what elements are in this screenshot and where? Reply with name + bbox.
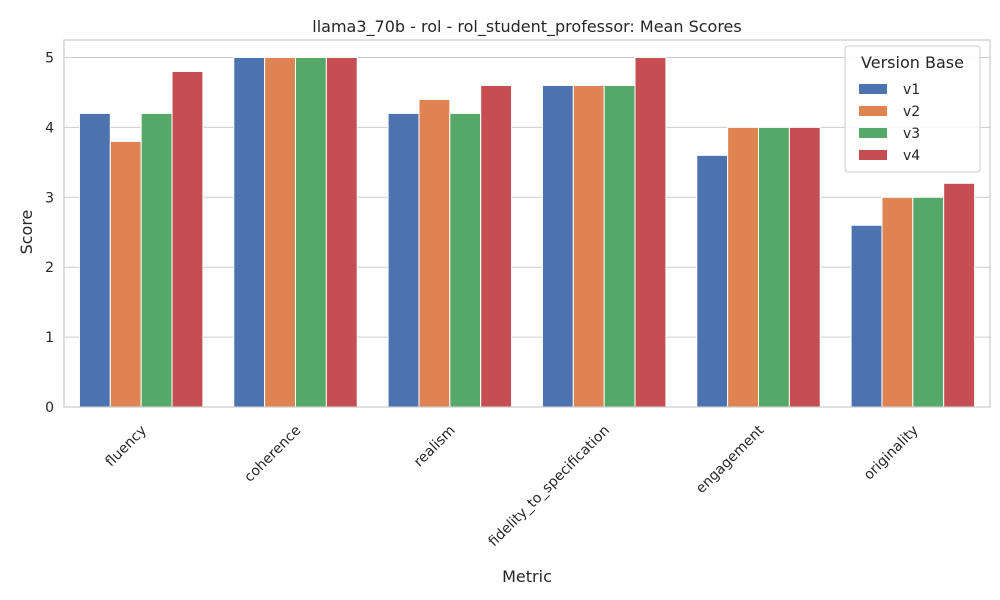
bar-v3-engagement: [758, 126, 790, 408]
x-tick-labels: fluency coherence realism fidelity_to_speci…: [102, 422, 921, 550]
y-tick-labels: 0 1 2 3 4 5: [45, 50, 54, 416]
bar-v4-engagement: [788, 126, 821, 408]
y-tick-label: 4: [45, 120, 54, 136]
x-tick-label: fluency: [102, 423, 149, 470]
y-tick-label: 1: [45, 330, 54, 346]
x-axis-label: Metric: [502, 567, 552, 586]
bar-v3-coherence: [295, 56, 327, 408]
legend-swatch-v2: [859, 106, 887, 116]
bar-v2-originality: [881, 196, 914, 408]
bar-v4-originality: [943, 182, 976, 408]
x-tick-label: coherence: [241, 423, 304, 486]
bar-v2-engagement: [727, 126, 760, 408]
legend-swatch-v3: [859, 128, 887, 138]
bar-v3-realism: [449, 112, 482, 408]
legend-swatch-v4: [859, 150, 887, 160]
legend-swatch-v1: [859, 84, 887, 94]
bar-v1-realism: [387, 112, 420, 408]
bar-v1-engagement: [696, 154, 729, 408]
plot-border: [63, 39, 991, 408]
bar-v4-coherence: [325, 56, 358, 408]
y-axis-label: Score: [17, 210, 36, 255]
chart-title: llama3_70b - rol - rol_student_professor…: [312, 17, 741, 37]
legend-label-v4: v4: [903, 148, 920, 164]
bar-v4-fidelity_to_specification: [634, 56, 667, 408]
bars: [78, 56, 976, 408]
x-tick-label: realism: [411, 423, 459, 471]
y-tick-label: 3: [45, 190, 54, 206]
legend: Version Base v1 v2 v3 v4: [844, 45, 981, 173]
bar-v1-fluency: [78, 112, 111, 408]
bar-v3-originality: [912, 196, 945, 408]
bar-v3-fidelity_to_specification: [603, 84, 636, 408]
bar-v2-fluency: [109, 140, 142, 408]
bar-v1-coherence: [233, 56, 266, 408]
y-tick-label: 2: [45, 260, 54, 276]
legend-label-v3: v3: [903, 126, 920, 142]
legend-title: Version Base: [861, 53, 964, 72]
x-tick-label: engagement: [693, 422, 768, 497]
bar-v4-realism: [480, 84, 513, 408]
bar-v3-fluency: [140, 112, 173, 408]
bar-v2-coherence: [264, 56, 296, 408]
y-tick-label: 5: [45, 50, 54, 66]
y-tick-label: 0: [45, 400, 54, 416]
legend-box: [844, 45, 981, 173]
plot-frame: [63, 39, 991, 408]
legend-label-v1: v1: [903, 82, 920, 98]
bar-v4-fluency: [171, 70, 204, 408]
x-tick-label: fidelity_to_specification: [486, 423, 613, 550]
bar-v1-originality: [850, 224, 883, 408]
bar-v2-realism: [418, 98, 451, 408]
legend-label-v2: v2: [903, 104, 920, 120]
bar-v1-fidelity_to_specification: [541, 84, 574, 408]
x-tick-label: originality: [861, 423, 922, 484]
bar-v2-fidelity_to_specification: [572, 84, 605, 408]
